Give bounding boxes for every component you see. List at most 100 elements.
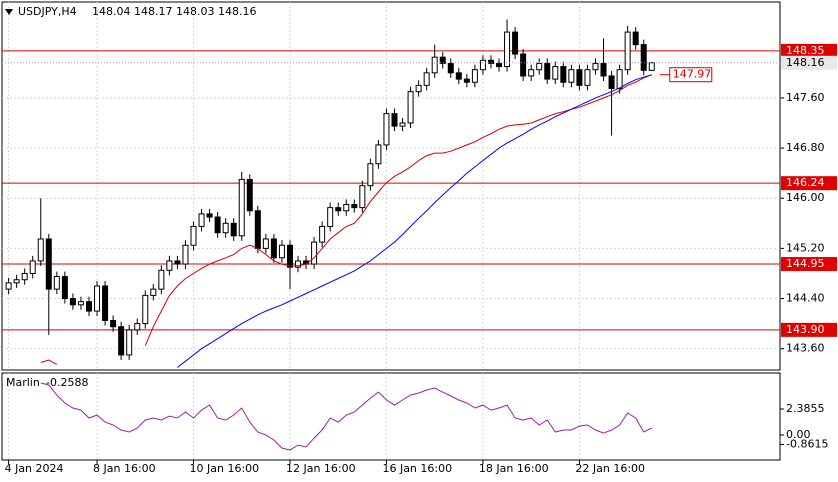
candle-body bbox=[584, 69, 591, 86]
candle-body bbox=[447, 62, 454, 74]
candle-body bbox=[512, 31, 519, 55]
level-label: 146.24 bbox=[786, 176, 825, 189]
candle-body bbox=[504, 31, 511, 68]
indicator-plot bbox=[40, 382, 653, 451]
candle-body bbox=[552, 66, 559, 80]
candle-body bbox=[94, 285, 101, 312]
level-label-bg bbox=[781, 257, 837, 272]
level-label-bg bbox=[781, 43, 837, 58]
candle-body bbox=[262, 238, 269, 249]
ohlc-open: 148.04 bbox=[92, 5, 131, 18]
moving-average bbox=[40, 74, 652, 365]
candle-body bbox=[439, 56, 446, 64]
candle-body bbox=[174, 260, 181, 265]
candle-body bbox=[45, 238, 52, 290]
candle-body bbox=[254, 210, 261, 249]
candle-body bbox=[616, 69, 623, 90]
candle-body bbox=[463, 78, 470, 83]
x-tick-label: 10 Jan 16:00 bbox=[190, 462, 260, 475]
candle-body bbox=[270, 238, 277, 259]
indicator-name: Marlin bbox=[6, 376, 40, 389]
candle-body bbox=[568, 69, 575, 83]
main-pane bbox=[1, 1, 781, 371]
axes: 147.60 146.80 146.00 145.20 144.40 143.60 4 Ja… bbox=[5, 43, 837, 475]
level-label: 148.35 bbox=[786, 44, 825, 57]
candle-body bbox=[576, 69, 583, 86]
candle-body bbox=[85, 301, 92, 312]
level-label: 143.90 bbox=[786, 323, 825, 336]
candle-body bbox=[126, 329, 133, 356]
x-tick-label: 4 Jan 2024 bbox=[5, 462, 64, 475]
indicator-line bbox=[40, 382, 653, 451]
menu-triangle[interactable] bbox=[5, 9, 13, 15]
candle-body bbox=[230, 222, 237, 237]
ohlc-low: 148.03 bbox=[176, 5, 215, 18]
candle-body bbox=[528, 69, 535, 77]
x-tick-label: 18 Jan 16:00 bbox=[479, 462, 549, 475]
candle-body bbox=[455, 72, 462, 80]
y-tick-label: 144.40 bbox=[786, 292, 825, 305]
candle-body bbox=[214, 216, 221, 234]
price-label-bg bbox=[781, 55, 837, 70]
candle-body bbox=[592, 62, 599, 71]
indicator-pane bbox=[1, 372, 781, 461]
candle-body bbox=[391, 113, 398, 127]
candle-body bbox=[423, 72, 430, 86]
candle-body bbox=[37, 238, 44, 262]
candle-body bbox=[415, 84, 422, 93]
ma-tag: 147.97 bbox=[673, 68, 712, 81]
candle-body bbox=[206, 213, 213, 218]
candle-body bbox=[102, 285, 109, 321]
x-tick-label: 22 Jan 16:00 bbox=[575, 462, 645, 475]
candle-body bbox=[487, 59, 494, 64]
ohlc-close: 148.16 bbox=[218, 5, 257, 18]
candle-body bbox=[311, 241, 318, 265]
level-label-bg bbox=[781, 176, 837, 191]
y-tick-label: -0.8615 bbox=[786, 437, 828, 450]
candle-body bbox=[327, 207, 334, 227]
candle-body bbox=[632, 31, 639, 46]
candle-body bbox=[118, 326, 125, 356]
candle-body bbox=[520, 53, 527, 77]
price-label: 148.16 bbox=[786, 56, 825, 69]
candle-body bbox=[5, 282, 12, 290]
y-tick-label: 143.60 bbox=[786, 342, 825, 355]
candle-body bbox=[142, 294, 149, 325]
candle-body bbox=[77, 301, 84, 306]
indicator-value: -0.2588 bbox=[46, 376, 88, 389]
candle-body bbox=[278, 244, 285, 259]
candle-body bbox=[69, 298, 76, 306]
candle-body bbox=[295, 260, 302, 268]
candle-body bbox=[648, 62, 655, 71]
y-tick-label: 2.3855 bbox=[786, 402, 825, 415]
candle-body bbox=[238, 178, 245, 237]
moving-average bbox=[177, 74, 652, 368]
candle-body bbox=[471, 69, 478, 83]
candle-body bbox=[496, 62, 503, 68]
candle-body bbox=[182, 244, 189, 265]
candle-body bbox=[319, 225, 326, 243]
candle-body bbox=[13, 279, 20, 284]
candle-body bbox=[407, 91, 414, 124]
candle-body bbox=[110, 319, 117, 328]
candle-body bbox=[222, 222, 229, 234]
candle-body bbox=[198, 213, 205, 227]
candle-body bbox=[21, 272, 28, 281]
level-label: 144.95 bbox=[786, 257, 825, 270]
candle-body bbox=[246, 178, 253, 212]
candle-body bbox=[544, 62, 551, 80]
y-tick-label: 145.20 bbox=[786, 241, 825, 254]
main-plot bbox=[2, 19, 780, 368]
candle-body bbox=[399, 122, 406, 127]
candle-body bbox=[479, 59, 486, 71]
y-tick-label: 0.00 bbox=[786, 428, 811, 441]
y-tick-label: 146.00 bbox=[786, 191, 825, 204]
candle-body bbox=[608, 75, 615, 90]
candle-body bbox=[351, 203, 358, 209]
candle-body bbox=[53, 276, 60, 290]
candle-body bbox=[343, 203, 350, 212]
candle-body bbox=[61, 276, 68, 300]
candle-body bbox=[560, 66, 567, 83]
y-tick-label: 147.60 bbox=[786, 91, 825, 104]
